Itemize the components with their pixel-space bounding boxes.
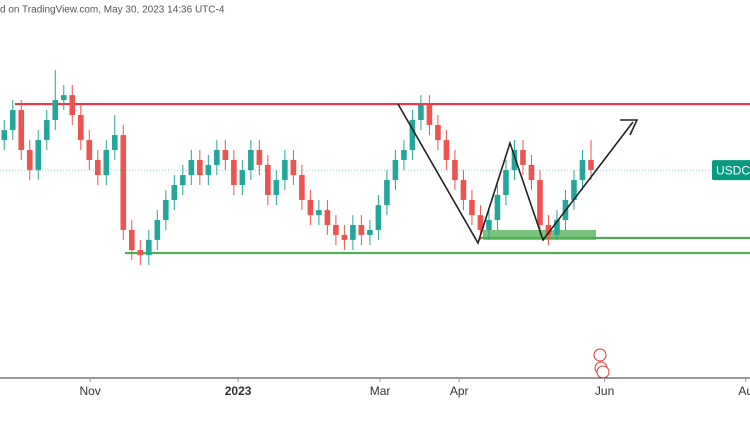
candle-body bbox=[197, 159, 203, 176]
x-tick-label: Apr bbox=[450, 384, 469, 398]
candle-body bbox=[528, 164, 535, 181]
candle-body bbox=[418, 105, 424, 120]
candles: USDCA bbox=[0, 70, 750, 265]
candle-body bbox=[26, 150, 33, 171]
candle-body bbox=[367, 229, 373, 235]
candle-body bbox=[282, 159, 288, 181]
candle-body bbox=[103, 150, 110, 176]
candle-body bbox=[401, 150, 407, 160]
header: d on TradingView.com, May 30, 2023 14:36… bbox=[0, 5, 225, 16]
candle-body bbox=[290, 159, 297, 176]
candle-body bbox=[554, 220, 560, 235]
arrow-head bbox=[620, 119, 639, 136]
candle-body bbox=[341, 234, 348, 240]
candle-body bbox=[52, 100, 59, 120]
candle-body bbox=[392, 159, 399, 181]
event-icons bbox=[593, 348, 610, 379]
x-tick-label: Jun bbox=[595, 384, 614, 398]
candle-body bbox=[324, 210, 331, 226]
candle-body bbox=[86, 140, 93, 160]
candle-body bbox=[35, 140, 42, 171]
candle-body bbox=[120, 135, 127, 230]
candle-body bbox=[299, 175, 305, 200]
candle-body bbox=[486, 220, 492, 230]
symbol-label: USDCA bbox=[716, 163, 750, 177]
candle-body bbox=[503, 170, 509, 195]
candle-body bbox=[426, 105, 433, 125]
candle-body bbox=[571, 180, 577, 200]
x-tick-label: Mar bbox=[370, 384, 391, 398]
candle-body bbox=[537, 180, 543, 226]
candle-body bbox=[188, 159, 195, 176]
pattern-drawing bbox=[397, 103, 639, 245]
candle-body bbox=[545, 225, 552, 235]
candle-body bbox=[111, 135, 118, 151]
x-tick-label: Nov bbox=[79, 384, 100, 398]
candle-body bbox=[256, 150, 263, 165]
candle-body bbox=[316, 210, 322, 216]
candle-body bbox=[452, 159, 458, 181]
candle-body bbox=[588, 159, 594, 171]
candle-body bbox=[333, 225, 339, 235]
candle-body bbox=[77, 114, 84, 141]
flag-icon bbox=[593, 348, 607, 362]
candle-body bbox=[137, 250, 144, 256]
candle-body bbox=[511, 150, 518, 171]
candle-body bbox=[60, 95, 67, 101]
candle-body bbox=[307, 199, 314, 216]
candle-body bbox=[248, 150, 254, 171]
candle-body bbox=[460, 180, 467, 200]
candle-body bbox=[154, 220, 161, 240]
candle-body bbox=[163, 199, 169, 221]
candle-body bbox=[435, 124, 441, 141]
candle-body bbox=[129, 229, 135, 251]
candle-body bbox=[222, 150, 229, 160]
candle-body bbox=[171, 185, 178, 200]
candle-body bbox=[239, 170, 246, 186]
candle-body bbox=[358, 225, 365, 235]
candle-body bbox=[409, 119, 416, 151]
candle-body bbox=[273, 180, 280, 195]
candle-body bbox=[350, 225, 356, 240]
candle-body bbox=[69, 95, 76, 115]
candle-body bbox=[94, 159, 101, 176]
x-axis: Nov 2023 Mar Apr Jun Au bbox=[79, 378, 750, 398]
candle-body bbox=[384, 180, 390, 206]
x-tick-label: Au bbox=[738, 384, 750, 398]
zigzag bbox=[397, 103, 634, 245]
candle-body bbox=[265, 164, 271, 195]
candle-body bbox=[494, 194, 501, 221]
candle-body bbox=[180, 175, 186, 186]
candle-body bbox=[18, 110, 25, 151]
candle-body bbox=[443, 140, 450, 160]
candle-body bbox=[520, 150, 526, 165]
candle-body bbox=[214, 150, 220, 165]
candle-body bbox=[231, 159, 237, 186]
symbol-badge bbox=[712, 160, 750, 181]
candle-body bbox=[43, 119, 50, 141]
candle-body bbox=[205, 164, 212, 176]
candle-body bbox=[477, 215, 484, 230]
flag-icon bbox=[596, 365, 610, 379]
candle-body bbox=[469, 199, 475, 216]
candle-body bbox=[9, 110, 16, 131]
candle-body bbox=[375, 205, 382, 230]
candle-body bbox=[146, 239, 152, 256]
candle-body bbox=[1, 130, 8, 141]
x-tick-label: 2023 bbox=[225, 384, 252, 398]
